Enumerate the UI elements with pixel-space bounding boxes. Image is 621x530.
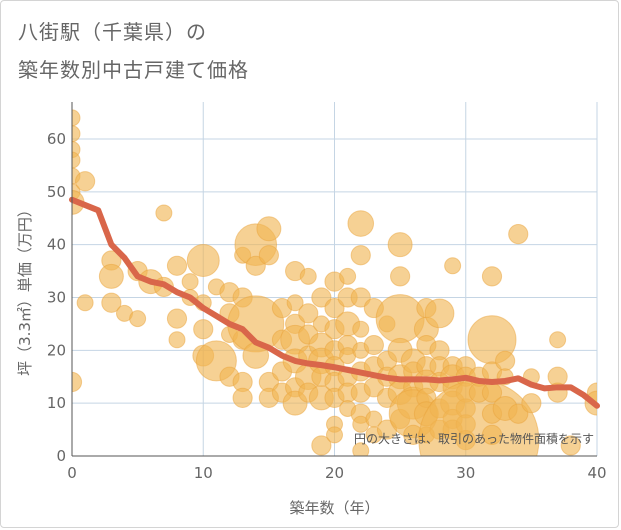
data-bubble (72, 125, 81, 143)
data-bubble (560, 435, 581, 456)
data-bubble (181, 273, 199, 291)
x-tick-label: 20 (325, 464, 344, 482)
data-bubble (521, 393, 542, 414)
data-bubble (350, 245, 371, 266)
data-bubble (481, 266, 503, 287)
y-tick-label: 50 (47, 183, 66, 201)
plot-area (69, 109, 600, 456)
data-bubble (387, 232, 413, 258)
data-bubble (549, 331, 567, 349)
y-tick-label: 30 (47, 288, 66, 306)
data-bubble (352, 320, 370, 338)
y-tick-label: 60 (47, 130, 66, 148)
y-tick-label: 40 (47, 236, 66, 254)
data-bubble (352, 442, 370, 456)
data-bubble (339, 267, 357, 285)
bubble-size-note: 円の大きさは、取引のあった物件面積を示す (354, 431, 594, 446)
data-bubble (101, 292, 122, 313)
y-axis-label: 坪（3.3㎡）単価（万円） (16, 202, 34, 376)
data-bubble (72, 151, 81, 169)
data-bubble (98, 263, 124, 289)
data-bubble (256, 216, 282, 242)
bubble-series (72, 109, 597, 456)
data-bubble (324, 297, 345, 319)
data-bubble (424, 298, 455, 329)
data-bubble (508, 403, 529, 424)
x-tick-label: 40 (587, 464, 606, 482)
data-bubble (481, 424, 503, 445)
data-bubble (286, 294, 304, 312)
data-bubble (363, 334, 384, 356)
data-bubble (76, 294, 94, 312)
y-tick-label: 10 (47, 394, 66, 412)
data-bubble (299, 267, 317, 285)
x-tick-label: 30 (456, 464, 475, 482)
data-bubble (166, 255, 188, 276)
data-bubble (193, 319, 214, 340)
chart-title-line2: 築年数別中古戸建て価格 (18, 58, 249, 82)
data-bubble (350, 287, 371, 308)
data-bubble (347, 210, 375, 237)
x-tick-label: 10 (194, 464, 213, 482)
data-bubble (258, 245, 279, 266)
data-bubble (311, 435, 332, 456)
data-bubble (508, 223, 529, 245)
data-bubble (311, 287, 332, 308)
data-bubble (390, 266, 411, 287)
data-bubble (326, 426, 343, 444)
data-bubble (75, 171, 96, 192)
data-bubble (495, 350, 516, 371)
data-bubble (168, 331, 186, 349)
data-bubble (166, 308, 188, 329)
axes: 0 10 20 30 40 0 10 20 30 40 50 60 (47, 102, 607, 482)
data-bubble (72, 109, 81, 127)
y-tick-label: 20 (47, 341, 66, 359)
x-tick-label: 0 (67, 464, 77, 482)
data-bubble (232, 387, 253, 408)
data-bubble (155, 204, 173, 222)
data-bubble (186, 244, 220, 278)
chart-title-line1: 八街駅（千葉県）の (18, 20, 207, 44)
data-bubble (444, 257, 462, 275)
y-tick-label: 0 (56, 447, 66, 465)
data-bubble (298, 303, 319, 324)
trend-line (69, 196, 600, 409)
data-bubble (245, 255, 266, 276)
data-bubble (129, 310, 147, 328)
x-axis-label: 築年数（年） (289, 499, 379, 517)
